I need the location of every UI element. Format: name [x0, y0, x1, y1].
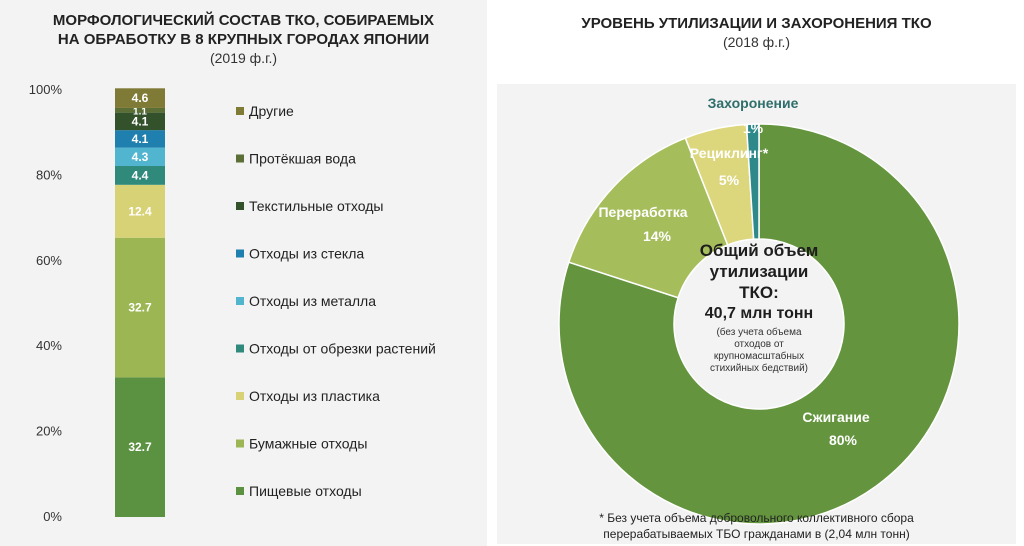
slice-value-label: 14% [643, 228, 672, 244]
legend-label: Текстильные отходы [249, 198, 383, 214]
slice-name-label: Переработка [598, 204, 687, 220]
donut-slice [558, 123, 960, 525]
legend-label: Протёкшая вода [249, 151, 356, 167]
composition-title: МОРФОЛОГИЧЕСКИЙ СОСТАВ ТКО, СОБИРАЕМЫХ Н… [0, 11, 487, 49]
bar-data-label: 32.7 [128, 301, 152, 315]
utilization-subtitle: (2018 ф.г.) [722, 34, 791, 50]
bar-data-label: 32.7 [128, 440, 152, 454]
donut-center-note2: отходов от [734, 339, 784, 350]
legend-swatch [236, 249, 244, 258]
legend-label: Отходы из пластика [249, 388, 380, 404]
donut-center-note4: стихийных бедствий) [710, 362, 808, 374]
bar-data-label: 4.3 [132, 150, 149, 164]
footnote-line2: перерабатываемых ТБО гражданами в (2,04 … [603, 527, 910, 541]
bar-data-label: 4.1 [132, 114, 149, 128]
composition-title-line2: НА ОБРАБОТКУ В 8 КРУПНЫХ ГОРОДАХ ЯПОНИИ [57, 31, 430, 48]
footnote: * Без учета объема добровольного коллект… [497, 510, 1016, 542]
y-tick-label: 60% [36, 253, 62, 268]
donut-slice [567, 137, 729, 299]
legend-swatch [236, 392, 244, 400]
bar-segment [115, 88, 165, 108]
bar-segment [115, 184, 165, 238]
composition-title-line1: МОРФОЛОГИЧЕСКИЙ СОСТАВ ТКО, СОБИРАЕМЫХ [52, 12, 435, 29]
bar-data-label: 4.6 [132, 91, 149, 105]
donut-center-note1: (без учета объема [716, 326, 802, 338]
bar-segment [115, 112, 165, 131]
composition-panel [0, 0, 487, 546]
legend-swatch [236, 344, 244, 353]
bar-data-label: 12.4 [128, 204, 152, 218]
footnote-line1: * Без учета объема добровольного коллект… [599, 511, 914, 525]
bar-data-label: 1.1 [133, 106, 147, 117]
legend-swatch [236, 487, 244, 495]
y-tick-label: 100% [29, 82, 63, 97]
legend-label: Отходы из металла [249, 293, 376, 309]
donut-chart: Сжигание 80% Переработка 14% Рециклинг* 5% Зах… [558, 95, 960, 525]
utilization-title: УРОВЕНЬ УТИЛИЗАЦИИ И ЗАХОРОНЕНИЯ ТКО [581, 15, 932, 32]
legend-label: Отходы от обрезки растений [249, 341, 436, 357]
legend-label: Бумажные отходы [249, 436, 367, 452]
slice-name-label: Сжигание [802, 409, 869, 425]
composition-subtitle: (2019 ф.г.) [209, 50, 278, 66]
y-tick-label: 80% [36, 167, 62, 182]
donut-center-line4: 40,7 млн тонн [705, 305, 813, 322]
donut-slice [745, 123, 760, 240]
donut-center-note3: крупномасштабных [714, 350, 804, 362]
slice-value-label: 1% [743, 120, 764, 136]
bar-data-label: 4.1 [132, 132, 149, 146]
bar-data-label: 4.4 [132, 168, 149, 182]
bar-segment [115, 147, 165, 167]
y-tick-label: 40% [36, 338, 62, 353]
legend-swatch [236, 439, 244, 448]
donut-center-line3: ТКО: [739, 283, 779, 302]
bar-segment [115, 107, 165, 113]
bar-segment [115, 166, 165, 185]
legend-label: Пищевые отходы [249, 483, 362, 499]
y-tick-label: 20% [36, 424, 62, 439]
stacked-bar-chart: 0% 20% 40% 60% 80% 100% 32.7 32.7 12.4 4.4 4.3 4.1 4… [29, 82, 436, 524]
slice-name-label: Захоронение [708, 95, 799, 111]
y-tick-label: 0% [43, 509, 62, 524]
slice-name-label: Рециклинг* [690, 145, 769, 161]
donut-center-line2: утилизации [710, 262, 809, 281]
bar-segment [115, 237, 165, 378]
legend-swatch [236, 107, 244, 115]
legend-label: Отходы из стекла [249, 246, 364, 262]
legend-swatch [236, 297, 244, 305]
bar-segment [115, 130, 165, 148]
legend-swatch [236, 202, 244, 210]
donut-center-line1: Общий объем [700, 241, 819, 260]
slice-value-label: 5% [719, 172, 740, 188]
legend-swatch [236, 154, 244, 163]
bar-segment [115, 377, 165, 517]
legend-label: Другие [249, 103, 294, 119]
slice-value-label: 80% [829, 432, 858, 448]
